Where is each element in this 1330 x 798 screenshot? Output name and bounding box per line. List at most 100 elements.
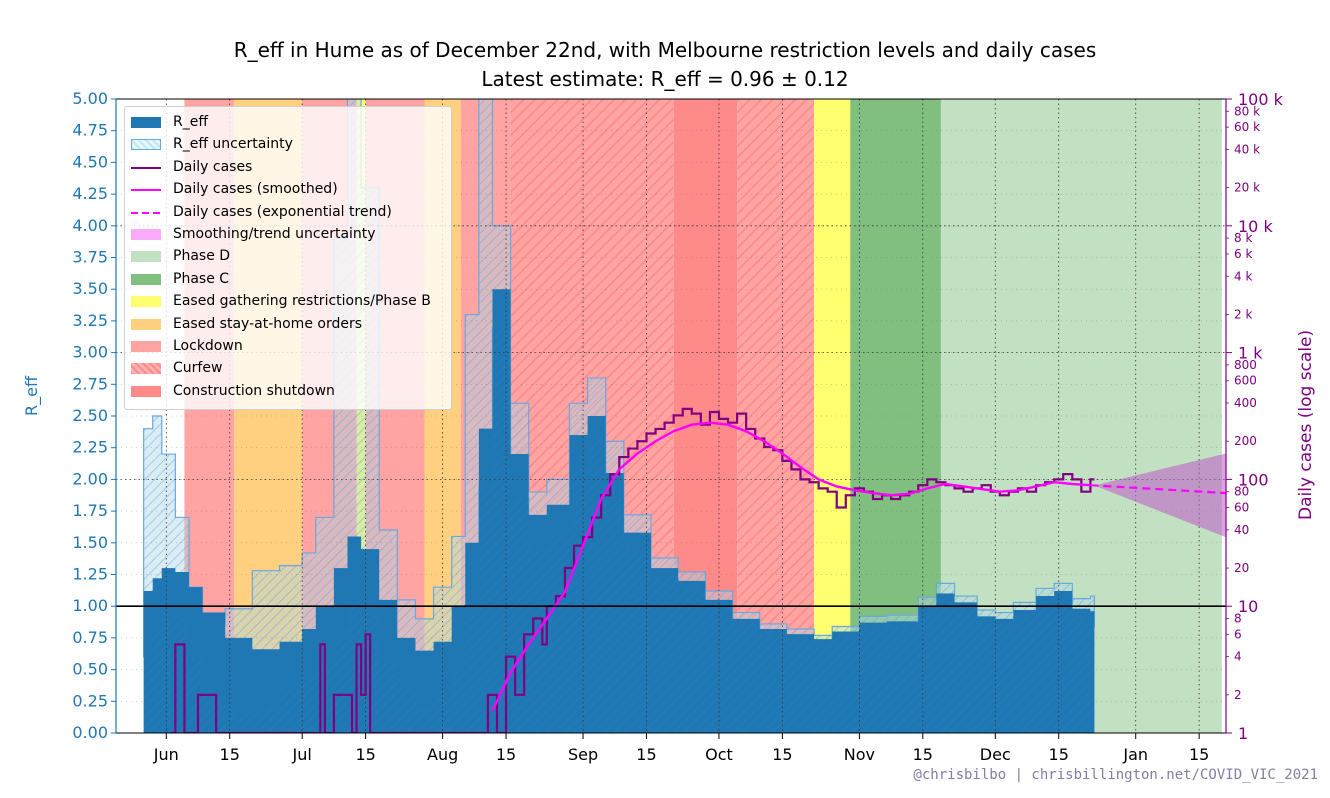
y-left-tick-label-20: 5.00 (72, 89, 108, 108)
reff-lower-area (143, 327, 1095, 733)
y-right-minor-tick-label-3: 8 (1234, 611, 1242, 625)
legend-label-eased: Eased stay-at-home orders (173, 315, 363, 332)
y-right-tick-label-3: 1 k (1238, 344, 1263, 363)
y-right-minor-tick-label-2: 6 (1234, 627, 1242, 641)
y-left-tick-label-3: 0.75 (72, 628, 108, 647)
legend-swatch-reff-unc (131, 139, 161, 151)
legend-swatch-cases-line (131, 166, 161, 169)
legend-label-phase-d: Phase D (173, 248, 231, 265)
legend-swatch-phase-b (131, 296, 161, 308)
legend-label-phase-b: Eased gathering restrictions/Phase B (173, 293, 431, 310)
daily-cases-trend-line (1090, 484, 1226, 495)
reff-series (143, 99, 1096, 733)
y-left-tick-label-14: 3.50 (72, 279, 108, 298)
trend-uncertainty (1090, 453, 1226, 538)
legend-label-phase-c: Phase C (173, 270, 230, 287)
y-right-tick-label-0: 1 (1238, 724, 1248, 743)
y-right-minor-tick-label-16: 20 k (1234, 181, 1260, 195)
x-tick-label-2: Jul (292, 745, 312, 764)
y-left-tick-label-0: 0.00 (72, 723, 108, 742)
y-right-minor-tick-label-14: 6 k (1234, 247, 1252, 261)
legend-swatch-construction (131, 385, 161, 397)
y-right-tick-label-1: 10 (1238, 597, 1258, 616)
daily-cases-smoothed-line (491, 421, 1091, 712)
legend-label-reff: R_eff (173, 114, 208, 130)
x-tick-label-8: Oct (705, 745, 733, 764)
y-right-minor-tick-label-11: 800 (1234, 358, 1257, 372)
y-right-minor-tick-label-17: 40 k (1234, 142, 1260, 156)
y-right-minor-tick-label-8: 200 (1234, 434, 1257, 448)
x-tick-label-3: 15 (355, 745, 375, 764)
y-left-tick-label-6: 1.50 (72, 533, 108, 552)
chart-title: R_eff in Hume as of December 22nd, with … (233, 38, 1097, 62)
x-tick-label-5: 15 (496, 745, 516, 764)
y-right-minor-tick-label-13: 4 k (1234, 269, 1252, 283)
cases-series (170, 407, 1226, 733)
y-right-minor-tick-label-6: 60 (1234, 501, 1249, 515)
x-tick-label-13: 15 (1049, 745, 1069, 764)
y-right-tick-label-5: 100 k (1238, 90, 1284, 109)
credit-text: @chrisbilbo | chrisbillington.net/COVID_… (913, 767, 1318, 783)
legend-label-lockdown: Lockdown (173, 338, 243, 354)
legend-label-smoothed-line: Daily cases (smoothed) (173, 181, 338, 198)
y-left-tick-label-17: 4.25 (72, 184, 108, 203)
legend-label-reff-unc: R_eff uncertainty (173, 136, 293, 153)
y-left-tick-label-1: 0.25 (72, 691, 108, 710)
x-tick-label-11: 15 (913, 745, 933, 764)
legend-swatch-phase-d (131, 251, 161, 263)
y-right-minor-tick-label-7: 80 (1234, 485, 1249, 499)
y-left-tick-label-4: 1.00 (72, 596, 108, 615)
legend-label-cases-line: Daily cases (173, 158, 253, 175)
legend-swatch-trend-line (131, 211, 161, 214)
x-tick-label-1: 15 (220, 745, 240, 764)
x-tick-label-9: 15 (772, 745, 792, 764)
legend-label-construction: Construction shutdown (173, 382, 335, 399)
x-tick-label-7: 15 (636, 745, 656, 764)
y-right-minor-tick-label-18: 60 k (1234, 120, 1260, 134)
y-left-tick-label-15: 3.75 (72, 248, 108, 267)
y-right-minor-tick-label-19: 80 k (1234, 104, 1260, 118)
x-tick-label-0: Jun (153, 745, 179, 764)
y-left-tick-label-5: 1.25 (72, 565, 108, 584)
daily-cases-line (170, 407, 1095, 733)
chart-legend: R_eff R_eff uncertainty Daily cases Daily c… (124, 106, 452, 410)
x-tick-label-10: Nov (844, 745, 875, 764)
x-tick-label-12: Dec (980, 745, 1011, 764)
y-left-tick-label-12: 3.00 (72, 343, 108, 362)
y-right-tick-label-2: 100 (1238, 470, 1269, 489)
y-left-tick-label-8: 2.00 (72, 469, 108, 488)
legend-label-curfew: Curfew (173, 360, 223, 377)
legend-swatch-curfew (131, 363, 161, 375)
legend-swatch-reff (131, 117, 161, 128)
y-left-tick-label-19: 4.75 (72, 121, 108, 140)
x-tick-label-4: Aug (427, 745, 458, 764)
x-tick-label-14: Jan (1122, 745, 1148, 764)
y-right-tick-label-4: 10 k (1238, 217, 1273, 236)
y-right-minor-tick-label-5: 40 (1234, 523, 1249, 537)
y-left-tick-label-10: 2.50 (72, 406, 108, 425)
legend-swatch-eased (131, 318, 161, 330)
y-right-minor-tick-label-4: 20 (1234, 561, 1249, 575)
y-right-minor-tick-label-10: 600 (1234, 374, 1257, 388)
legend-swatch-lockdown (131, 341, 161, 352)
legend-swatch-phase-c (131, 273, 161, 285)
x-tick-label-15: 15 (1189, 745, 1209, 764)
y-left-tick-label-7: 1.75 (72, 501, 108, 520)
x-tick-label-6: Sep (568, 745, 598, 764)
y-left-tick-label-16: 4.00 (72, 216, 108, 235)
y-left-tick-label-13: 3.25 (72, 311, 108, 330)
y-right-minor-tick-label-15: 8 k (1234, 231, 1252, 245)
y-right-minor-tick-label-12: 2 k (1234, 307, 1252, 321)
y-axis-label-left: R_eff (22, 376, 41, 416)
y-right-minor-tick-label-1: 4 (1234, 650, 1242, 664)
chart-subtitle: Latest estimate: R_eff = 0.96 ± 0.12 (481, 67, 849, 91)
legend-label-smooth-unc: Smoothing/trend uncertainty (173, 226, 376, 242)
y-left-tick-label-2: 0.50 (72, 660, 108, 679)
y-axis-label-right: Daily cases (log scale) (1296, 329, 1316, 520)
legend-swatch-smoothed-line (131, 189, 161, 192)
y-right-minor-tick-label-0: 2 (1234, 688, 1242, 702)
y-left-tick-label-11: 2.75 (72, 374, 108, 393)
y-right-minor-tick-label-9: 400 (1234, 396, 1257, 410)
legend-label-trend-line: Daily cases (exponential trend) (173, 203, 392, 220)
axes: 0.00 0.25 0.50 0.75 1.00 1.25 1.50 1.75 2.00 2.25… (72, 89, 1283, 764)
